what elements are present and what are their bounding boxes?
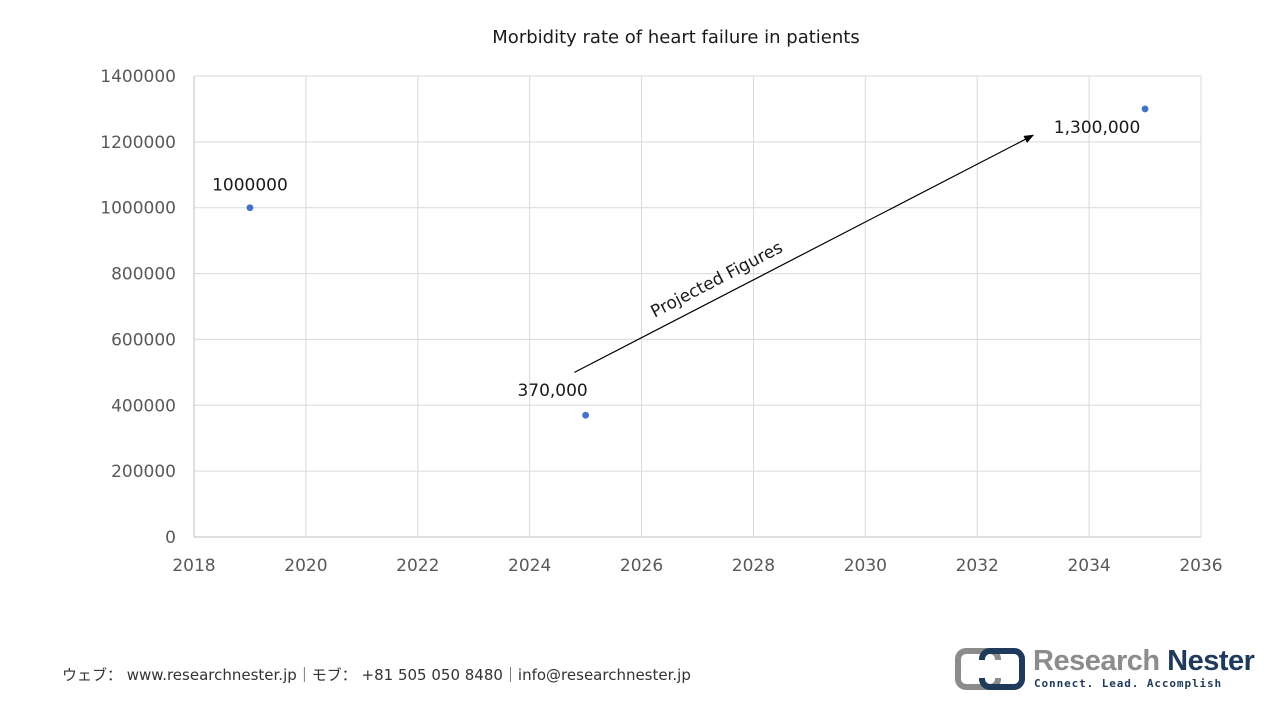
footer-contact: ウェブ： www.researchnester.jp｜モブ： +81 505 0…	[62, 666, 691, 684]
chart-title: Morbidity rate of heart failure in patie…	[492, 27, 859, 48]
data-label-2025: 370,000	[517, 381, 587, 401]
logo-mark-icon	[955, 648, 1025, 690]
x-tick-label: 2032	[956, 556, 999, 576]
logo-tagline: Connect. Lead. Accomplish	[1034, 677, 1223, 690]
y-tick-label: 1400000	[100, 67, 176, 87]
x-tick-label: 2028	[732, 556, 775, 576]
y-tick-label: 600000	[111, 330, 176, 350]
data-label-2035: 1,300,000	[1054, 118, 1141, 138]
x-tick-label: 2018	[172, 556, 215, 576]
data-point-2025	[582, 411, 590, 419]
x-tick-label: 2020	[284, 556, 327, 576]
x-tick-label: 2030	[844, 556, 887, 576]
y-tick-label: 1000000	[100, 199, 176, 219]
x-tick-label: 2024	[508, 556, 551, 576]
gridlines	[193, 75, 1202, 538]
y-tick-label: 800000	[111, 265, 176, 285]
projection-arrow	[574, 134, 1035, 373]
y-tick-label: 400000	[111, 396, 176, 416]
x-tick-label: 2036	[1179, 556, 1222, 576]
data-points: 1000000 370,000 1,300,000	[212, 105, 1149, 419]
research-nester-logo: Research Nester Connect. Lead. Accomplis…	[955, 645, 1255, 695]
annotations: Projected Figures	[574, 134, 1035, 373]
y-tick-label: 200000	[111, 462, 176, 482]
x-tick-label: 2022	[396, 556, 439, 576]
y-tick-label: 1200000	[100, 133, 176, 153]
y-tick-label: 0	[165, 528, 176, 548]
logo-brand-first: Research	[1033, 645, 1160, 677]
data-point-2035	[1141, 105, 1149, 113]
projected-figures-label: Projected Figures	[648, 238, 787, 323]
x-tick-label: 2034	[1067, 556, 1110, 576]
logo-brand: Research Nester	[1033, 645, 1255, 677]
axis-ticks: 0 200000 400000 600000 800000 1000000 1200000 1…	[100, 67, 1222, 576]
x-tick-label: 2026	[620, 556, 663, 576]
logo-brand-second: Nester	[1167, 645, 1255, 677]
data-point-2019	[246, 204, 254, 212]
data-label-2019: 1000000	[212, 176, 288, 196]
